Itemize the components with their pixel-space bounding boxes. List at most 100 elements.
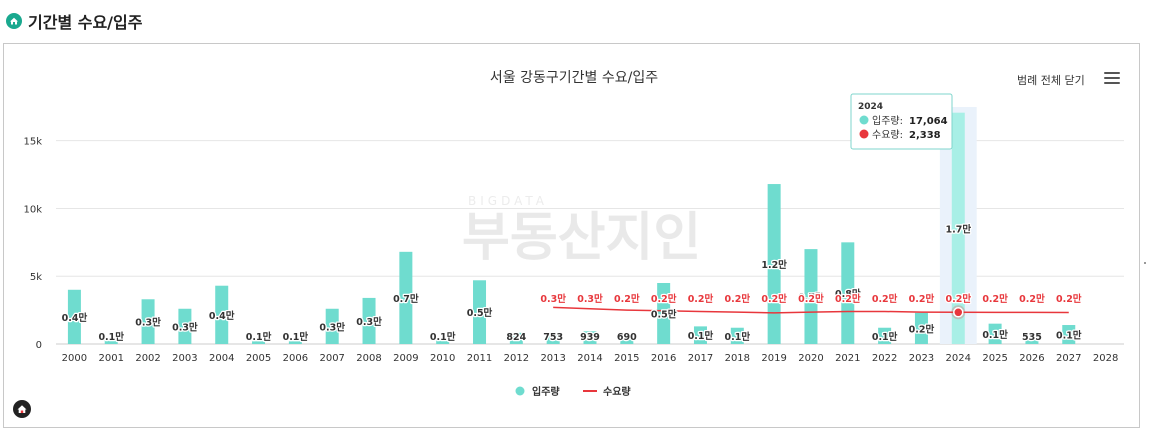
watermark: BIGDATA 부동산지인 (462, 194, 701, 268)
tooltip-demand-marker (859, 129, 869, 139)
bar-data-label: 939 (580, 332, 600, 343)
bar (104, 339, 118, 344)
menu-icon[interactable] (1104, 72, 1120, 86)
line-data-label: 0.2만 (1019, 293, 1045, 305)
bar-data-label: 0.5만 (467, 307, 493, 319)
bar-data-label: 753 (543, 332, 563, 343)
legend-label-supply[interactable]: 입주량 (532, 385, 560, 398)
line-data-label: 0.2만 (725, 293, 751, 305)
x-tick-label: 2014 (577, 353, 602, 364)
line-data-label: 0.2만 (872, 293, 898, 305)
tooltip-demand-value: 2,338 (909, 130, 941, 141)
bar-data-label: 0.1만 (725, 331, 751, 343)
x-tick-label: 2002 (135, 353, 160, 364)
bar (767, 184, 781, 344)
bar (178, 308, 192, 344)
bar (288, 341, 302, 344)
bar (657, 283, 671, 344)
line-data-label: 0.2만 (1056, 293, 1082, 305)
x-tick-label: 2025 (982, 353, 1007, 364)
legend-label-demand[interactable]: 수요량 (603, 386, 631, 398)
legend-toggle-button[interactable]: 범례 전체 닫기 (1017, 74, 1085, 87)
x-tick-label: 2021 (835, 353, 860, 364)
bar-data-label: 1.7만 (945, 223, 971, 235)
y-tick-label: 5k (30, 272, 42, 283)
side-dot (1144, 262, 1146, 264)
x-tick-label: 2027 (1056, 353, 1081, 364)
legend[interactable]: 입주량 수요량 (515, 385, 632, 398)
bar (620, 334, 634, 344)
bar-data-label: 0.1만 (246, 331, 272, 343)
x-tick-label: 2004 (209, 353, 234, 364)
line-data-label: 0.3만 (577, 293, 603, 305)
x-tick-label: 2011 (467, 353, 492, 364)
y-tick-label: 0 (36, 340, 42, 351)
chart-title: 서울 강동구기간별 수요/입주 (490, 70, 658, 86)
x-tick-label: 2012 (504, 353, 529, 364)
bar-data-label: 0.8만 (835, 288, 861, 300)
y-axis: 0 5k 10k 15k (23, 137, 42, 351)
line-data-label: 0.2만 (761, 293, 787, 305)
tooltip-supply-marker (859, 115, 869, 125)
x-tick-label: 2019 (761, 353, 786, 364)
x-tick-label: 2013 (540, 353, 565, 364)
watermark-main: 부동산지인 (462, 208, 701, 268)
tooltip: 2024 입주량: 17,064 수요량: 2,338 (850, 93, 953, 150)
bar-data-label: 0.3만 (356, 316, 382, 328)
x-tick-label: 2024 (946, 353, 971, 364)
bar (804, 249, 818, 344)
legend-marker-supply (515, 386, 525, 396)
line-data-label: 0.2만 (798, 293, 824, 305)
bar-data-label: 0.4만 (209, 310, 235, 322)
section-title: 기간별 수요/입주 (28, 13, 143, 32)
bar (325, 308, 339, 344)
x-tick-label: 2026 (1019, 353, 1044, 364)
bar-data-label: 0.1만 (982, 329, 1008, 341)
x-tick-label: 2009 (393, 353, 418, 364)
bar-data-label: 690 (617, 332, 637, 343)
bar (67, 289, 81, 344)
x-tick-label: 2018 (725, 353, 750, 364)
x-tick-label: 2023 (909, 353, 934, 364)
x-tick-label: 2001 (99, 353, 124, 364)
bar (914, 312, 928, 344)
line-data-label: 0.2만 (651, 293, 677, 305)
bar-data-label: 0.1만 (872, 331, 898, 343)
x-tick-label: 2007 (319, 353, 344, 364)
line-data-label: 0.2만 (835, 293, 861, 305)
x-tick-label: 2015 (614, 353, 639, 364)
bar-data-label: 0.4만 (62, 312, 88, 324)
bar-data-label: 0.1만 (430, 331, 456, 343)
x-tick-label: 2006 (283, 353, 308, 364)
bar (473, 280, 487, 344)
bar (693, 326, 707, 344)
bar-data-label: 0.1만 (98, 331, 124, 343)
x-tick-label: 2008 (356, 353, 381, 364)
bar (546, 333, 560, 344)
bar-data-label: 535 (1022, 332, 1042, 343)
bar (1062, 325, 1076, 344)
bar (988, 323, 1002, 344)
bar (951, 112, 965, 344)
bar (141, 299, 155, 344)
line-data-label: 0.2만 (945, 293, 971, 305)
x-tick-label: 2010 (430, 353, 455, 364)
y-tick-label: 10k (23, 204, 42, 215)
tooltip-demand-label: 수요량: (872, 129, 903, 141)
bar-data-label: 0.5만 (651, 309, 677, 321)
home-icon (6, 13, 22, 29)
x-axis: 2000 2001 2002 2003 2004 2005 2006 2007 2008 2009… (62, 353, 1119, 364)
bar-data-label: 0.3만 (172, 321, 198, 333)
bar-data-label: 1.2만 (761, 259, 787, 271)
x-tick-label: 2000 (62, 353, 87, 364)
demand-point (953, 307, 964, 318)
bar (509, 332, 523, 344)
bar (1025, 336, 1039, 344)
bar-labels: 0.4만 0.1만 0.3만 0.3만 0.4만 0.1만 0.1만 0.3만 0.3만 0.7만… (60, 222, 1083, 344)
bar (878, 327, 892, 344)
bar-data-label: 0.1만 (688, 330, 714, 342)
line-labels: 0.3만 0.3만 0.2만 0.2만 0.2만 0.2만 0.2만 0.2만 0.2만 0.2만… (539, 292, 1083, 307)
y-tick-label: 15k (23, 137, 42, 148)
watermark-small: BIGDATA (468, 194, 548, 208)
